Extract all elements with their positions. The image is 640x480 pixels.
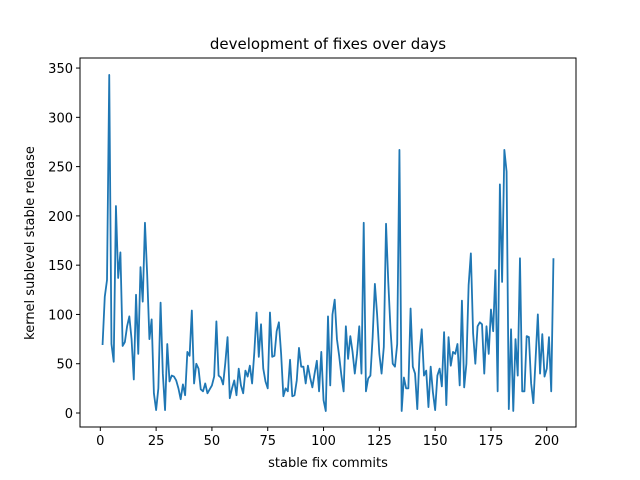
x-tick-label: 200 — [534, 434, 559, 449]
plot-frame — [79, 57, 577, 428]
y-axis-label: kernel sublevel stable release — [23, 146, 38, 340]
x-tick-label: 0 — [96, 434, 104, 449]
y-tick-label: 200 — [48, 210, 73, 225]
y-tick-label: 350 — [48, 62, 73, 77]
y-tick-label: 250 — [48, 161, 73, 176]
x-tick-label: 150 — [423, 434, 448, 449]
y-tick-label: 50 — [56, 358, 73, 373]
x-tick-label: 75 — [259, 434, 276, 449]
x-tick-label: 125 — [367, 434, 392, 449]
x-tick-label: 100 — [311, 434, 336, 449]
y-tick-label: 150 — [48, 259, 73, 274]
x-tick-label: 25 — [148, 434, 165, 449]
y-tick-label: 300 — [48, 111, 73, 126]
y-tick-label: 100 — [48, 308, 73, 323]
x-tick-label: 50 — [204, 434, 221, 449]
x-tick-label: 175 — [479, 434, 504, 449]
y-tick-label: 0 — [65, 407, 73, 422]
data-line — [101, 74, 555, 412]
chart-title: development of fixes over days — [210, 35, 446, 53]
x-axis-label: stable fix commits — [268, 456, 388, 471]
